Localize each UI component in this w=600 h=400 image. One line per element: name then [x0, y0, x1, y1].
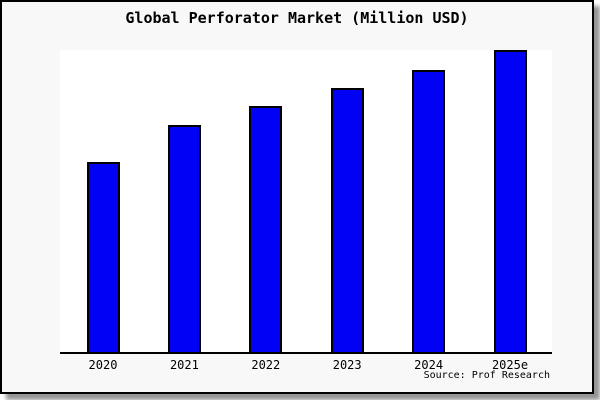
x-tick-2023: 2023 [332, 358, 362, 372]
bar-2024 [412, 70, 446, 352]
bar-2023 [330, 88, 364, 352]
x-tick-2024: 2024 [414, 358, 444, 372]
bar-2022 [249, 106, 283, 352]
source-note: Source: Prof Research [423, 370, 550, 381]
bar-2025e [493, 50, 527, 352]
x-tick-2020: 2020 [88, 358, 118, 372]
chart-card: Global Perforator Market (Million USD) 2… [0, 0, 594, 394]
x-tick-2025e: 2025e [491, 358, 529, 372]
bar-2020 [86, 162, 120, 352]
chart-title: Global Perforator Market (Million USD) [125, 9, 469, 27]
bar-2021 [167, 125, 201, 352]
x-tick-2021: 2021 [169, 358, 199, 372]
plot-area [60, 50, 552, 354]
x-tick-2022: 2022 [251, 358, 281, 372]
